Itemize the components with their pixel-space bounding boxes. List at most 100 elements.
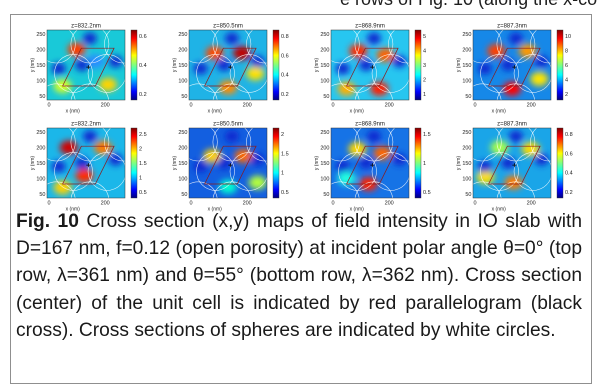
y-axis-label: y (nm) xyxy=(456,156,462,171)
intensity-minimum xyxy=(82,32,97,45)
y-tick-label: 200 xyxy=(320,146,329,152)
x-tick-label: 200 xyxy=(101,201,110,207)
panel-title: z=832.2nm xyxy=(71,24,101,30)
field-map-svg: z=887.3nm 250 200 150 100 500 200 x (nm) y (nm) 0… xyxy=(456,122,573,213)
intensity-minimum xyxy=(501,157,516,169)
x-axis-label: x (nm) xyxy=(66,109,81,115)
sphere-section-circle xyxy=(189,181,218,198)
x-axis-label: x (nm) xyxy=(208,109,223,115)
panel-title: z=868.9nm xyxy=(355,122,385,128)
sphere-section-circle xyxy=(229,54,267,93)
x-tick-label: 200 xyxy=(385,201,394,207)
y-tick-label: 50 xyxy=(39,94,45,100)
intensity-hotspot xyxy=(233,46,252,61)
x-tick-label: 200 xyxy=(527,201,536,207)
field-map-svg: z=868.9nm 250 200 150 100 500 200 x (nm) y (nm) 5… xyxy=(314,24,426,115)
previous-text-fragment: e rows of Fig. 10 (along the x-co xyxy=(0,0,599,10)
sphere-section-circle xyxy=(87,152,125,191)
x-tick-label: 0 xyxy=(189,201,192,207)
colorbar-tick-label: 5 xyxy=(423,34,426,40)
colorbar-tick-label: 0.6 xyxy=(565,151,573,157)
y-tick-label: 200 xyxy=(320,48,329,54)
field-map-panel: z=868.9nm 250 200 150 100 50 0 200 x (nm) y (nm) 1… xyxy=(309,118,451,216)
y-tick-label: 250 xyxy=(178,130,187,136)
field-map-panel: z=832.2nm 250 200 150 100 50 0 200 x (nm) y (nm) 0… xyxy=(25,20,167,118)
unit-cell-parallelogram xyxy=(488,145,541,185)
colorbar-tick-label: 3 xyxy=(423,63,426,69)
colorbar-tick-label: 8 xyxy=(565,49,568,55)
intensity-hotspot xyxy=(487,44,506,58)
colorbar-tick-label: 2 xyxy=(565,92,568,98)
figure-label: Fig. 10 xyxy=(16,211,79,232)
y-tick-label: 100 xyxy=(462,177,471,183)
intensity-minimum xyxy=(359,59,374,71)
y-axis-label: y (nm) xyxy=(172,58,178,73)
intensity-minimum xyxy=(193,62,208,75)
intensity-minimum xyxy=(217,59,232,71)
colorbar-tick-label: 0.2 xyxy=(281,92,289,98)
colorbar-tick-label: 0.5 xyxy=(139,190,147,196)
x-tick-label: 0 xyxy=(47,201,50,207)
colorbar xyxy=(556,29,564,101)
intensity-minimum xyxy=(224,130,239,143)
plot-axes xyxy=(330,127,410,199)
intensity-hotspot xyxy=(518,44,537,58)
sphere-section-circle xyxy=(212,30,252,64)
y-tick-label: 250 xyxy=(320,130,329,136)
plot-axes xyxy=(46,29,126,101)
colorbar xyxy=(130,127,138,199)
colorbar xyxy=(414,29,422,101)
colorbar-tick-label: 4 xyxy=(423,49,426,55)
intensity-minimum xyxy=(75,59,90,71)
sphere-section-circle xyxy=(338,152,377,191)
x-tick-label: 0 xyxy=(331,103,334,109)
intensity-minimum xyxy=(366,32,381,45)
colorbar-tick-label: 1.5 xyxy=(281,151,289,157)
field-map-panel: z=832.2nm 250 200 150 100 50 0 200 x (nm) y (nm) 2… xyxy=(25,118,167,216)
y-tick-label: 100 xyxy=(178,177,187,183)
sphere-section-circle xyxy=(104,30,125,64)
sphere-section-circle xyxy=(70,181,109,198)
y-tick-label: 100 xyxy=(178,79,187,85)
intensity-hotspot xyxy=(503,81,521,96)
intensity-hotspot xyxy=(246,66,265,81)
field-map-svg: z=850.5nm 250 200 150 100 500 200 x (nm) y (nm) 2… xyxy=(172,122,289,213)
unit-cell-center-cross xyxy=(512,65,517,70)
y-tick-label: 100 xyxy=(36,177,45,183)
colorbar-tick-label: 1.5 xyxy=(423,132,431,138)
y-tick-label: 250 xyxy=(178,32,187,38)
colorbar-tick-label: 2 xyxy=(139,147,142,153)
intensity-hotspot xyxy=(490,140,509,155)
sphere-section-circle xyxy=(246,30,267,64)
y-tick-label: 100 xyxy=(36,79,45,85)
y-tick-label: 200 xyxy=(36,146,45,152)
colorbar-tick-label: 0.5 xyxy=(281,190,289,196)
y-tick-label: 250 xyxy=(462,32,471,38)
colorbar-tick-label: 6 xyxy=(565,63,568,69)
colorbar xyxy=(272,29,280,101)
x-tick-label: 0 xyxy=(47,103,50,109)
sphere-section-circle xyxy=(496,83,535,100)
intensity-minimum xyxy=(508,32,523,45)
sphere-section-circle xyxy=(212,83,251,100)
y-tick-label: 150 xyxy=(36,63,45,69)
plot-axes xyxy=(188,29,268,101)
x-tick-label: 200 xyxy=(385,103,394,109)
field-map-svg: z=832.2nm 250 200 150 100 500 200 x (nm) y (nm) 0… xyxy=(30,24,147,115)
intensity-hotspot xyxy=(370,81,389,96)
intensity-minimum xyxy=(217,157,232,169)
colorbar-tick-label: 2.5 xyxy=(139,132,147,138)
sphere-section-circle xyxy=(54,54,93,93)
intensity-hotspot xyxy=(504,175,523,190)
sphere-section-circle xyxy=(70,128,110,162)
unit-cell-center-cross xyxy=(512,163,517,168)
sphere-section-circle xyxy=(513,54,551,93)
colorbar xyxy=(272,127,280,199)
colorbar-tick-label: 1 xyxy=(139,176,142,182)
unit-cell-parallelogram xyxy=(488,47,541,87)
panel-title: z=832.2nm xyxy=(71,122,101,128)
sphere-section-circle xyxy=(54,152,93,191)
y-axis-label: y (nm) xyxy=(30,156,36,171)
sphere-section-circle xyxy=(496,30,536,64)
sphere-section-circle xyxy=(331,30,360,64)
